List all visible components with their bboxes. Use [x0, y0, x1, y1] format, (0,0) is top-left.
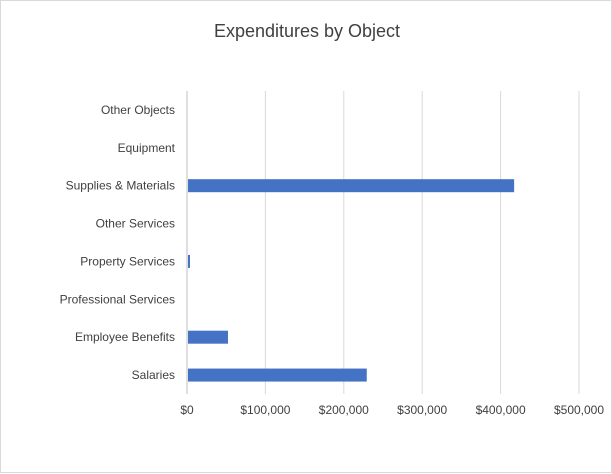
bar [188, 179, 515, 193]
category-label: Employee Benefits [75, 330, 175, 344]
bar [188, 368, 367, 382]
x-tick-label: $300,000 [397, 403, 447, 417]
x-tick-label: $400,000 [476, 403, 526, 417]
x-tick-label: $500,000 [554, 403, 604, 417]
category-label: Professional Services [60, 292, 175, 306]
category-label: Other Services [96, 217, 175, 231]
bar [188, 254, 190, 268]
x-tick-label: $0 [180, 403, 194, 417]
category-label: Salaries [132, 368, 175, 382]
x-tick-label: $100,000 [240, 403, 290, 417]
x-tick-label: $200,000 [319, 403, 369, 417]
category-label: Other Objects [101, 103, 175, 117]
category-label: Equipment [118, 141, 176, 155]
category-label: Supplies & Materials [66, 179, 175, 193]
bar [188, 330, 228, 344]
chart-title: Expenditures by Object [213, 21, 401, 41]
category-label: Property Services [80, 254, 175, 268]
